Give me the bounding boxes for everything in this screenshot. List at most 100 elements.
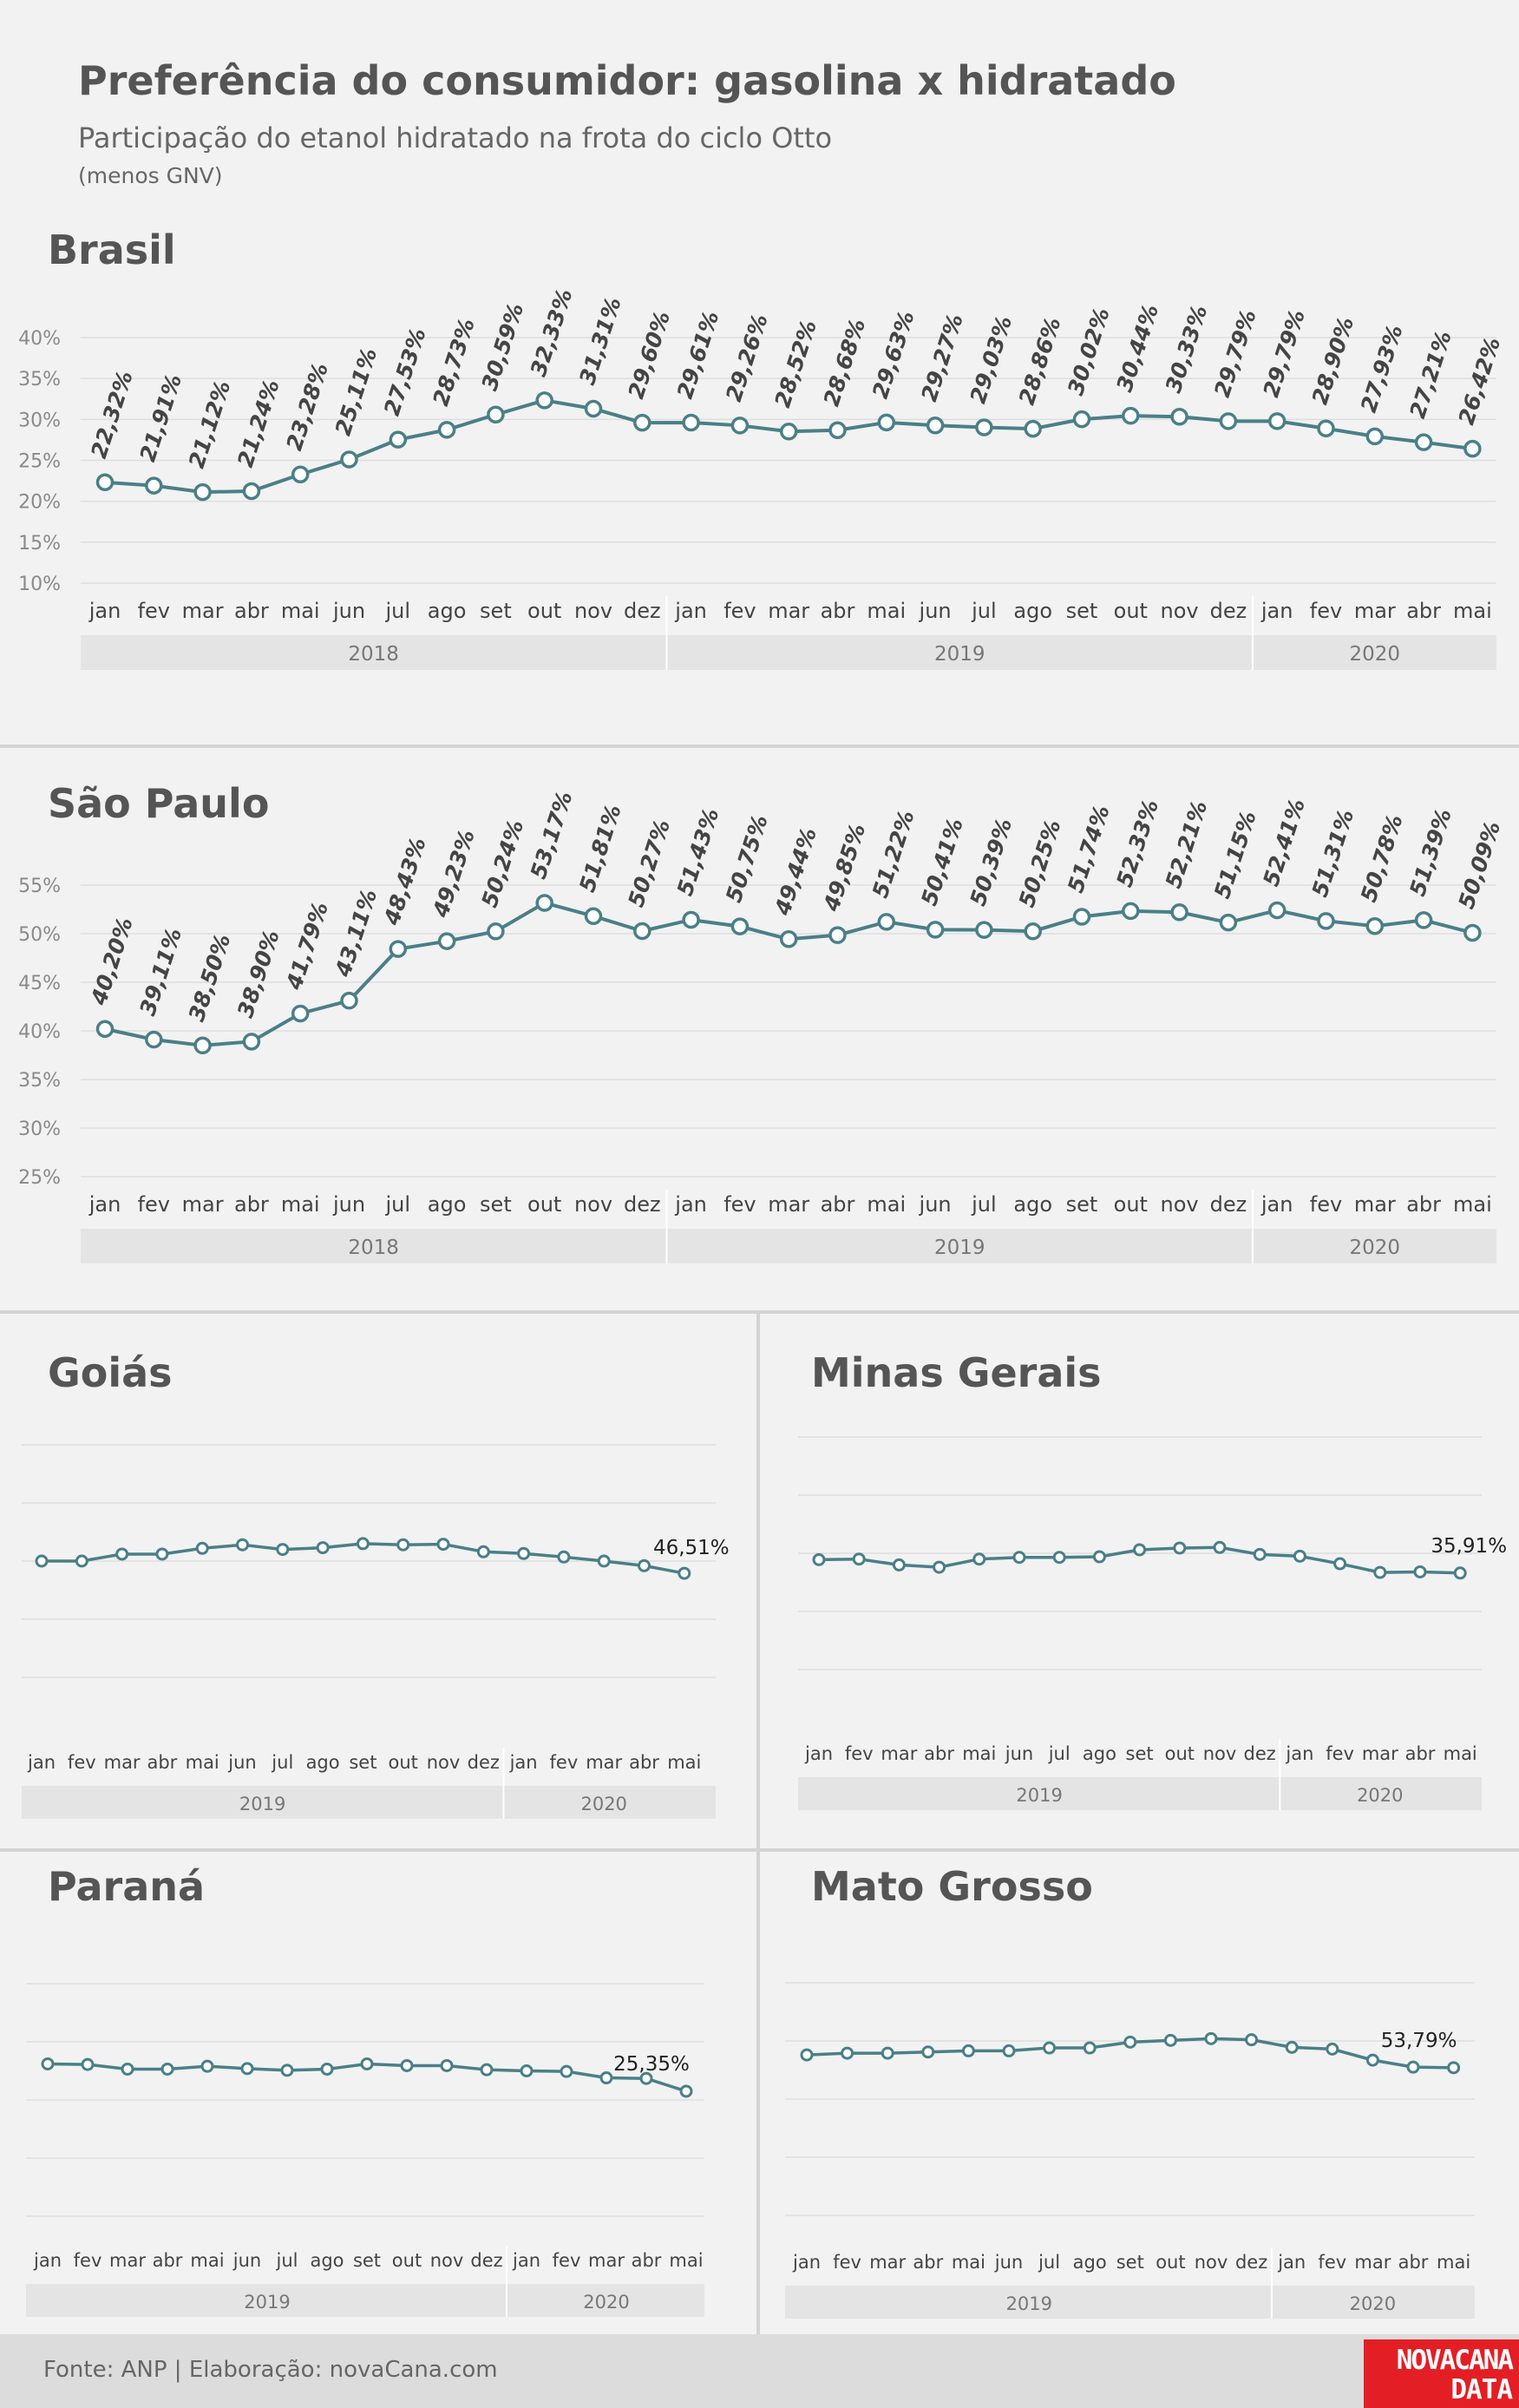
x-tick-label: nov (1161, 1192, 1199, 1217)
x-tick-label: out (388, 1752, 417, 1773)
data-label: 27,21% (1404, 328, 1457, 422)
x-tick-label: mar (768, 599, 809, 623)
panel-divider (756, 1310, 760, 2334)
data-point (200, 2059, 214, 2073)
data-point (145, 476, 163, 495)
data-point (480, 2063, 494, 2077)
data-point (1072, 908, 1091, 926)
x-tick-label: out (527, 1192, 561, 1217)
data-point (1122, 902, 1140, 921)
x-tick-label: ago (1073, 2252, 1107, 2273)
data-point (877, 913, 896, 931)
data-label: 28,86% (1014, 314, 1066, 408)
x-tick-label: jun (227, 1752, 256, 1773)
data-point (115, 1547, 129, 1561)
x-tick-label: abr (629, 1752, 659, 1773)
x-tick-label: set (1066, 1192, 1098, 1217)
data-point (340, 991, 358, 1010)
data-point (396, 1538, 410, 1552)
year-label: 2020 (1350, 643, 1401, 666)
x-tick-label: set (353, 2250, 381, 2271)
x-tick-label: nov (427, 1752, 461, 1773)
chart-title: Paraná (48, 1863, 205, 1910)
data-point (535, 894, 553, 912)
year-label: 2019 (934, 1237, 985, 1259)
data-label: 29,61% (672, 308, 724, 402)
data-point (1083, 2041, 1097, 2055)
data-point (812, 1552, 826, 1566)
x-tick-label: fev (1310, 1192, 1342, 1217)
x-tick-label: mai (962, 1743, 996, 1764)
x-tick-label: mai (867, 1192, 906, 1217)
x-tick-label: mar (588, 2250, 625, 2271)
y-tick-label: 55% (18, 876, 61, 897)
source-note: Fonte: ANP | Elaboração: novaCana.com (43, 2357, 498, 2383)
data-point (291, 1004, 310, 1023)
x-tick-label: fev (550, 1752, 579, 1773)
x-tick-label: abr (632, 2250, 662, 2271)
data-point (236, 1538, 249, 1552)
data-label: 29,60% (623, 308, 675, 402)
x-tick-label: mai (1453, 1192, 1492, 1217)
x-tick-label: dez (1210, 599, 1247, 623)
data-point (1123, 2035, 1137, 2049)
x-tick-label: nov (1195, 2252, 1228, 2273)
data-point (1024, 419, 1042, 438)
year-label: 2020 (583, 2292, 629, 2313)
data-label: 38,90% (232, 927, 285, 1020)
x-tick-label: mai (1444, 1743, 1477, 1764)
data-point (160, 2062, 174, 2076)
data-point (1245, 2033, 1259, 2047)
y-tick-label: 30% (18, 1119, 61, 1140)
y-tick-label: 45% (18, 973, 61, 994)
x-tick-label: nov (574, 1192, 612, 1217)
data-point (1317, 419, 1335, 437)
data-point (155, 1547, 169, 1561)
year-band (798, 1777, 1482, 1810)
data-point (730, 917, 750, 935)
year-label: 2019 (244, 2292, 290, 2313)
data-point (779, 423, 798, 441)
x-tick-label: mai (1437, 2252, 1470, 2273)
data-point (972, 1552, 986, 1566)
data-point (877, 413, 896, 432)
x-tick-label: dez (470, 2250, 502, 2271)
x-tick-label: jun (919, 599, 952, 623)
data-label: 41,79% (281, 899, 333, 994)
data-point (892, 1558, 906, 1571)
data-point (1072, 410, 1091, 429)
x-tick-label: abr (153, 2250, 183, 2271)
x-tick-label: mai (281, 1192, 320, 1217)
x-tick-label: ago (1013, 1192, 1052, 1217)
x-tick-label: jul (1048, 1743, 1071, 1764)
year-band (81, 635, 1496, 670)
data-point (975, 921, 993, 939)
data-label: 29,03% (966, 312, 1018, 406)
x-tick-label: mar (768, 1192, 809, 1217)
x-tick-label: jul (385, 1192, 411, 1217)
data-point (557, 1550, 571, 1564)
x-tick-label: jan (1260, 599, 1293, 623)
data-point (240, 2062, 254, 2076)
year-band (22, 1786, 716, 1819)
data-label: 30,02% (1063, 305, 1115, 398)
x-tick-label: mar (586, 1752, 622, 1773)
data-label: 23,28% (281, 360, 333, 454)
data-point (1333, 1557, 1347, 1571)
x-tick-label: jun (919, 1192, 952, 1217)
data-point (1163, 2033, 1177, 2047)
section-divider (0, 745, 1519, 748)
page-subtitle: Participação do etanol hidratado na frot… (78, 121, 833, 154)
data-point (1413, 1565, 1427, 1578)
x-tick-label: set (1116, 2252, 1144, 2273)
data-point (193, 482, 212, 502)
data-point (1326, 2042, 1339, 2056)
data-label: 28,52% (769, 317, 822, 410)
x-tick-label: abr (821, 599, 855, 623)
data-label: 29,63% (868, 308, 920, 402)
chart-title: Minas Gerais (811, 1349, 1102, 1396)
data-label: 52,33% (1111, 797, 1163, 890)
data-point (440, 2058, 454, 2072)
x-tick-label: fev (723, 599, 756, 623)
x-tick-label: mai (867, 599, 906, 623)
